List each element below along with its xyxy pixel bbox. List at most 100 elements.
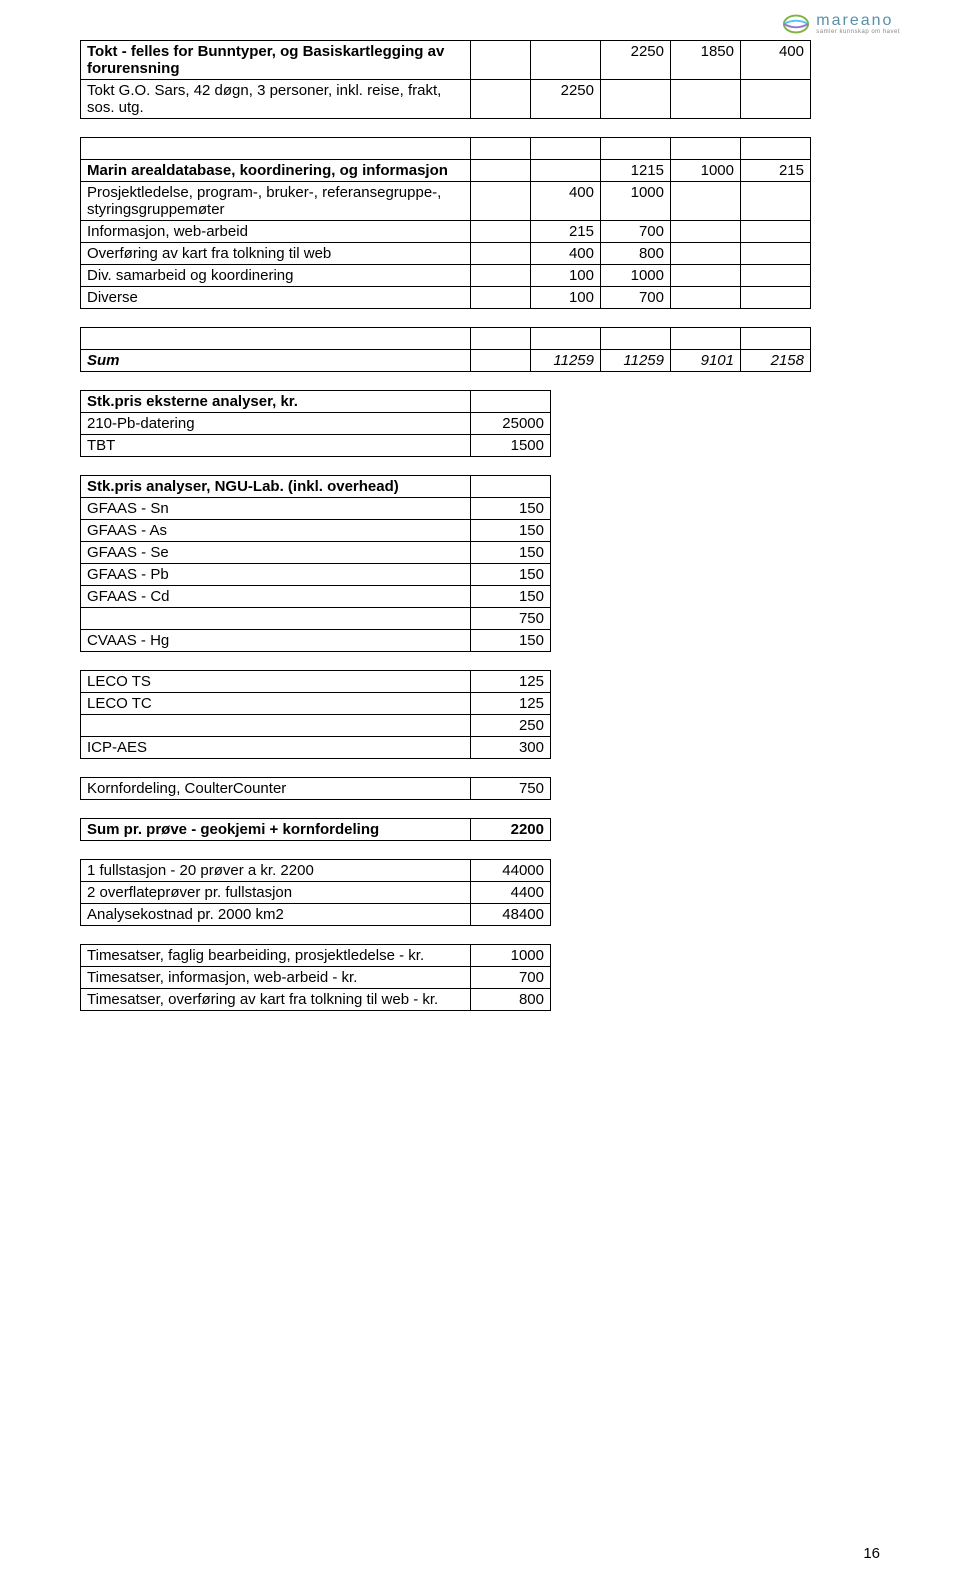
table-cell: Timesatser, faglig bearbeiding, prosjekt… <box>81 945 471 967</box>
table-cell: 800 <box>471 989 551 1011</box>
table-cell: 1000 <box>601 265 671 287</box>
table-row: CVAAS - Hg150 <box>81 630 551 652</box>
table-cell <box>671 182 741 221</box>
table-cell: 700 <box>601 221 671 243</box>
table-cell: 4400 <box>471 882 551 904</box>
table-cell: Tokt G.O. Sars, 42 døgn, 3 personer, ink… <box>81 80 471 119</box>
table-row: 250 <box>81 715 551 737</box>
table-cell <box>471 182 531 221</box>
globe-icon <box>782 10 810 38</box>
data-table: Timesatser, faglig bearbeiding, prosjekt… <box>80 944 551 1011</box>
table-cell: 9101 <box>671 350 741 372</box>
data-table: Tokt - felles for Bunntyper, og Basiskar… <box>80 40 811 119</box>
data-table: Marin arealdatabase, koordinering, og in… <box>80 137 811 309</box>
table-cell: 1850 <box>671 41 741 80</box>
table-cell <box>471 160 531 182</box>
table-cell: 250 <box>471 715 551 737</box>
table-row: Marin arealdatabase, koordinering, og in… <box>81 160 811 182</box>
table-cell: 750 <box>471 778 551 800</box>
table-cell: GFAAS - Pb <box>81 564 471 586</box>
table-row <box>81 328 811 350</box>
table-row: Prosjektledelse, program-, bruker-, refe… <box>81 182 811 221</box>
table-cell <box>471 265 531 287</box>
page-container: mareano samler kunnskap om havet Tokt - … <box>0 0 960 1582</box>
table-cell: CVAAS - Hg <box>81 630 471 652</box>
table-row: Diverse100700 <box>81 287 811 309</box>
table-cell: Div. samarbeid og koordinering <box>81 265 471 287</box>
table-cell: 2250 <box>531 80 601 119</box>
table-cell <box>671 243 741 265</box>
table-cell <box>671 287 741 309</box>
table-row: Tokt G.O. Sars, 42 døgn, 3 personer, ink… <box>81 80 811 119</box>
table-cell: ICP-AES <box>81 737 471 759</box>
table-cell <box>671 221 741 243</box>
table-cell <box>671 328 741 350</box>
table-cell <box>601 138 671 160</box>
table-cell <box>741 182 811 221</box>
table-cell: 2200 <box>471 819 551 841</box>
table-cell <box>471 328 531 350</box>
data-table: Kornfordeling, CoulterCounter750 <box>80 777 551 800</box>
table-row: GFAAS - Cd150 <box>81 586 551 608</box>
table-cell <box>741 80 811 119</box>
table-row: LECO TS125 <box>81 671 551 693</box>
table-cell <box>81 715 471 737</box>
table-cell <box>471 243 531 265</box>
table-row: TBT1500 <box>81 435 551 457</box>
table-row: GFAAS - Se150 <box>81 542 551 564</box>
table-row: Stk.pris analyser, NGU-Lab. (inkl. overh… <box>81 476 551 498</box>
table-cell: 48400 <box>471 904 551 926</box>
table-cell: 2158 <box>741 350 811 372</box>
table-cell: 1000 <box>671 160 741 182</box>
table-cell: 25000 <box>471 413 551 435</box>
table-cell: 1500 <box>471 435 551 457</box>
table-cell <box>741 265 811 287</box>
table-row <box>81 138 811 160</box>
table-row: GFAAS - Sn150 <box>81 498 551 520</box>
table-cell: Sum <box>81 350 471 372</box>
table-row: Analysekostnad pr. 2000 km248400 <box>81 904 551 926</box>
data-table: Sum pr. prøve - geokjemi + kornfordeling… <box>80 818 551 841</box>
table-cell <box>671 265 741 287</box>
table-cell: GFAAS - Se <box>81 542 471 564</box>
table-cell: 100 <box>531 287 601 309</box>
table-row: 1 fullstasjon - 20 prøver a kr. 22004400… <box>81 860 551 882</box>
table-cell <box>81 608 471 630</box>
table-cell <box>531 138 601 160</box>
table-cell <box>471 138 531 160</box>
logo-tagline: samler kunnskap om havet <box>816 29 900 35</box>
table-cell <box>601 328 671 350</box>
table-cell <box>531 41 601 80</box>
table-cell: 800 <box>601 243 671 265</box>
table-cell: 215 <box>741 160 811 182</box>
tables-container: Tokt - felles for Bunntyper, og Basiskar… <box>80 40 880 1011</box>
table-cell: Analysekostnad pr. 2000 km2 <box>81 904 471 926</box>
table-cell <box>741 243 811 265</box>
table-cell: 100 <box>531 265 601 287</box>
table-cell: 400 <box>741 41 811 80</box>
table-cell <box>741 287 811 309</box>
table-cell: Timesatser, informasjon, web-arbeid - kr… <box>81 967 471 989</box>
table-cell: Sum pr. prøve - geokjemi + kornfordeling <box>81 819 471 841</box>
table-row: Timesatser, faglig bearbeiding, prosjekt… <box>81 945 551 967</box>
table-row: Sum pr. prøve - geokjemi + kornfordeling… <box>81 819 551 841</box>
table-cell: 400 <box>531 243 601 265</box>
table-cell: 210-Pb-datering <box>81 413 471 435</box>
page-number: 16 <box>863 1545 880 1562</box>
table-cell <box>471 80 531 119</box>
table-row: Tokt - felles for Bunntyper, og Basiskar… <box>81 41 811 80</box>
table-cell: LECO TS <box>81 671 471 693</box>
table-cell <box>471 350 531 372</box>
table-cell: 1215 <box>601 160 671 182</box>
data-table: LECO TS125LECO TC125250ICP-AES300 <box>80 670 551 759</box>
table-row: Timesatser, informasjon, web-arbeid - kr… <box>81 967 551 989</box>
table-cell: 215 <box>531 221 601 243</box>
table-cell: 300 <box>471 737 551 759</box>
data-table: Sum112591125991012158 <box>80 327 811 372</box>
table-row: Sum112591125991012158 <box>81 350 811 372</box>
table-row: Div. samarbeid og koordinering 1001000 <box>81 265 811 287</box>
table-cell <box>741 138 811 160</box>
table-row: Overføring av kart fra tolkning til web4… <box>81 243 811 265</box>
table-cell: Stk.pris analyser, NGU-Lab. (inkl. overh… <box>81 476 471 498</box>
table-cell: 150 <box>471 564 551 586</box>
